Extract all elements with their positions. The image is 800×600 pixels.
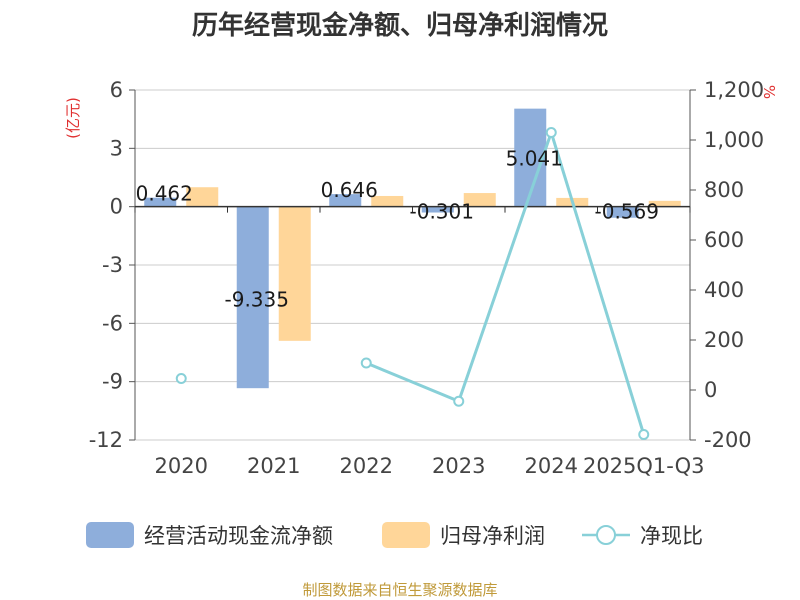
cashflow-data-label: -0.301 [410,200,474,224]
left-axis-tick-label: -3 [102,253,123,277]
left-axis-tick-label: -9 [102,370,123,394]
x-axis-tick-label: 2020 [155,454,208,478]
cashflow-bar [606,206,639,218]
net-profit-bar [463,193,496,207]
cashflow-bar [236,206,269,389]
legend-label: 经营活动现金流净额 [144,524,333,548]
right-axis-tick-label: 600 [704,228,744,252]
net-cash-ratio-point [453,395,465,407]
right-axis-tick-label: 200 [704,328,744,352]
data-source-note: 制图数据来自恒生聚源数据库 [302,581,497,599]
cashflow-bar [329,194,362,207]
right-axis-tick-label: 400 [704,278,744,302]
cashflow-data-label: -9.335 [225,288,289,312]
grid-lines [135,89,690,441]
cashflow-bar [421,206,454,213]
left-axis-tick-label: 0 [110,195,123,219]
right-axis-tick-label: -200 [704,428,752,452]
left-axis-tick-label: 6 [110,78,123,102]
left-axis-unit: (亿元) [64,97,82,139]
legend-swatch-marker [596,525,616,545]
legend: 经营活动现金流净额 归母净利润 净现比 [86,522,703,548]
legend-swatch [382,522,430,548]
cashflow-data-label: -0.569 [595,200,659,224]
bar-series [144,108,681,389]
cashflow-bar [144,197,177,207]
cashflow-data-label: 0.462 [136,182,193,206]
net-cash-ratio-point [175,373,187,384]
line-series [175,127,650,440]
net-profit-bar [278,206,311,341]
cashflow-data-label: 5.041 [506,147,563,171]
right-axis-unit: % [760,85,778,99]
legend-label: 归母净利润 [440,524,545,548]
net-cash-ratio-point [638,429,650,440]
net-cash-ratio-point [360,357,372,369]
net-profit-bar [371,195,404,207]
net-profit-bar [186,187,219,207]
legend-label: 净现比 [640,524,703,548]
x-axis-tick-label: 2023 [432,454,485,478]
right-axis-tick-label: 800 [704,178,744,202]
net-cash-ratio-line [365,127,646,435]
x-axis-tick-label: 2025Q1-Q3 [583,454,705,478]
right-axis-tick-label: 0 [704,378,717,402]
right-axis-tick-label: 1,200 [704,78,764,102]
axes: 630-3-6-9-121,2001,0008006004002000-2002… [89,78,764,478]
x-axis-tick-label: 2024 [525,454,578,478]
net-cash-ratio-point [545,127,557,138]
data-labels: 0.462 -9.335 0.646 -0.301 5.041 -0.569 [136,147,659,312]
x-axis-tick-label: 2022 [340,454,393,478]
chart-title: 历年经营现金净额、归母净利润情况 [192,10,608,41]
net-profit-bar [648,200,681,207]
left-axis-tick-label: -6 [102,311,123,335]
left-axis-tick-label: -12 [89,428,123,452]
right-axis-tick-label: 1,000 [704,128,764,152]
x-axis-tick-label: 2021 [247,454,300,478]
left-axis-tick-label: 3 [110,136,123,160]
cashflow-data-label: 0.646 [321,178,378,202]
legend-swatch [86,522,134,548]
